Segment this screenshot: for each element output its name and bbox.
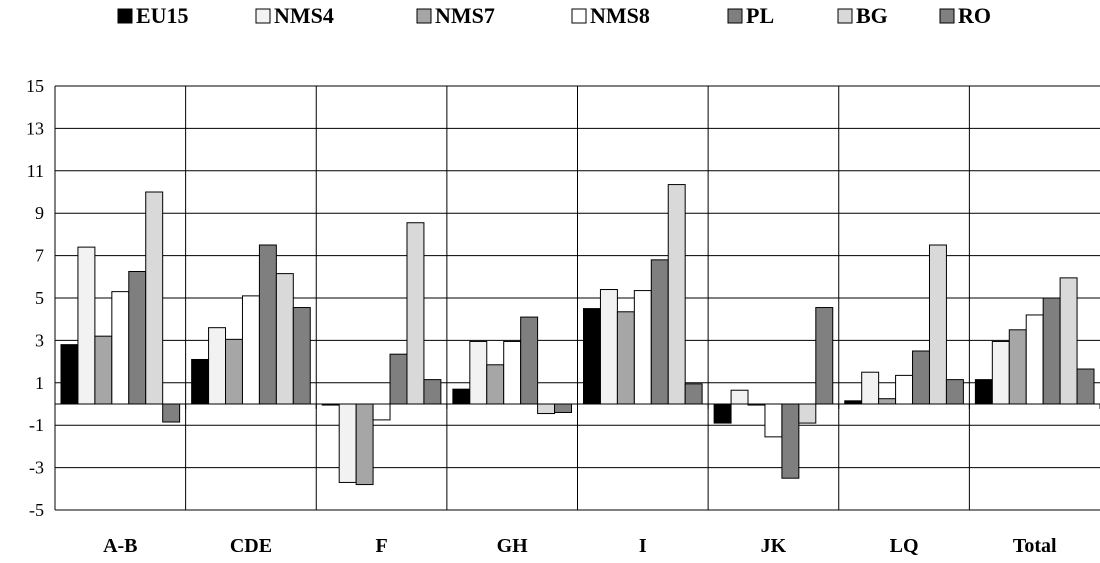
bar-bg-gh: [537, 403, 556, 415]
y-tick-label: -1: [29, 415, 44, 435]
y-tick-label: 13: [26, 118, 44, 138]
bar-pl-lq: [912, 350, 930, 405]
y-tick-label: -5: [29, 500, 44, 520]
bar-ro-jk: [815, 307, 834, 405]
y-tick-label: 1: [35, 373, 44, 393]
bar-bg-f: [406, 222, 425, 405]
bar-eu15-a-b: [60, 344, 79, 405]
category-label: A-B: [103, 535, 137, 557]
bar-nms8-a-b: [111, 291, 130, 405]
y-tick-label: 3: [35, 330, 44, 350]
bar-ro-i: [684, 383, 703, 405]
bar-nms8-f: [372, 403, 391, 421]
bar-nms4-gh: [469, 340, 488, 405]
bar-nms7-total: [1008, 329, 1027, 405]
bar-ro-lq: [945, 379, 964, 405]
bar-pl-total: [1042, 297, 1061, 405]
legend-swatch-bg: [837, 8, 853, 24]
bar-pl-a-b: [128, 271, 147, 405]
bar-ro-cde: [292, 307, 311, 405]
legend-label-eu15: EU15: [136, 3, 189, 28]
bar-nms7-gh: [486, 364, 505, 405]
bar-bg-jk: [798, 403, 817, 424]
legend-label-nms4: NMS4: [274, 3, 334, 28]
legend-swatch-nms8: [571, 8, 587, 24]
bar-nms4-jk: [730, 389, 749, 405]
category-label: F: [375, 535, 387, 557]
y-tick-label: 5: [35, 288, 44, 308]
bar-pl-i: [650, 259, 669, 405]
legend-swatch-pl: [727, 8, 743, 24]
bar-nms8-cde: [241, 295, 260, 405]
bar-nms4-cde: [208, 327, 227, 405]
bar-bg-total: [1059, 277, 1078, 405]
bar-eu15-cde: [191, 358, 210, 405]
y-tick-label: 11: [27, 161, 44, 181]
bar-bg-i: [667, 184, 686, 405]
y-tick-label: 9: [35, 203, 44, 223]
legend-swatch-eu15: [117, 8, 133, 24]
legend-label-pl: PL: [746, 3, 774, 28]
bar-nms7-a-b: [94, 335, 113, 405]
category-label: LQ: [890, 535, 919, 557]
legend-label-bg: BG: [856, 3, 888, 28]
bar-nms8-i: [633, 290, 652, 405]
legend-swatch-nms4: [255, 8, 271, 24]
bar-eu15-jk: [713, 403, 732, 424]
bar-bg-lq: [928, 244, 947, 405]
bar-pl-gh: [520, 316, 539, 405]
x-category-labels: A-B CDE F GH I JK LQ Total: [103, 535, 1057, 557]
bar-nms4-a-b: [77, 246, 96, 405]
bar-bg-cde: [275, 273, 294, 405]
bar-eu15-total: [974, 379, 993, 405]
category-label: Total: [1013, 535, 1057, 557]
legend-label-ro: RO: [958, 3, 991, 28]
category-label: JK: [761, 535, 787, 557]
y-tick-label: 7: [35, 246, 44, 266]
bar-ro-gh: [554, 403, 573, 413]
axes: [54, 86, 1100, 510]
y-tick-label: 15: [26, 76, 44, 96]
bar-nms4-i: [599, 289, 618, 405]
legend-label-nms8: NMS8: [590, 3, 650, 28]
bar-nms8-total: [1025, 314, 1044, 405]
category-label: GH: [497, 535, 529, 557]
bar-bg-a-b: [145, 191, 164, 405]
bar-eu15-gh: [452, 388, 471, 405]
bar-ro-total: [1076, 368, 1095, 405]
bar-nms8-lq: [895, 374, 914, 405]
y-tick-label: -3: [29, 458, 44, 478]
bar-nms7-lq: [878, 398, 897, 405]
category-label: CDE: [230, 535, 272, 557]
bar-pl-cde: [258, 244, 277, 405]
bar-pl-f: [389, 353, 408, 405]
bar-nms7-cde: [225, 338, 243, 405]
bar-ro-f: [423, 379, 442, 405]
legend-label-nms7: NMS7: [435, 3, 495, 28]
bar-nms8-gh: [503, 340, 522, 405]
bar-nms4-total: [991, 340, 1010, 405]
bar-nms4-f: [338, 403, 357, 483]
bar-nms8-jk: [764, 403, 783, 438]
legend: EU15 NMS4 NMS7 NMS8 PL BG RO: [117, 3, 991, 28]
category-label: I: [639, 535, 647, 557]
bar-nms7-i: [616, 311, 635, 405]
legend-swatch-ro: [939, 8, 955, 24]
bar-eu15-i: [583, 308, 601, 405]
bar-nms7-f: [355, 403, 374, 486]
legend-swatch-nms7: [416, 8, 432, 24]
bar-pl-jk: [781, 403, 800, 479]
bar-ro-a-b: [162, 403, 181, 423]
bar-nms4-lq: [861, 371, 880, 405]
